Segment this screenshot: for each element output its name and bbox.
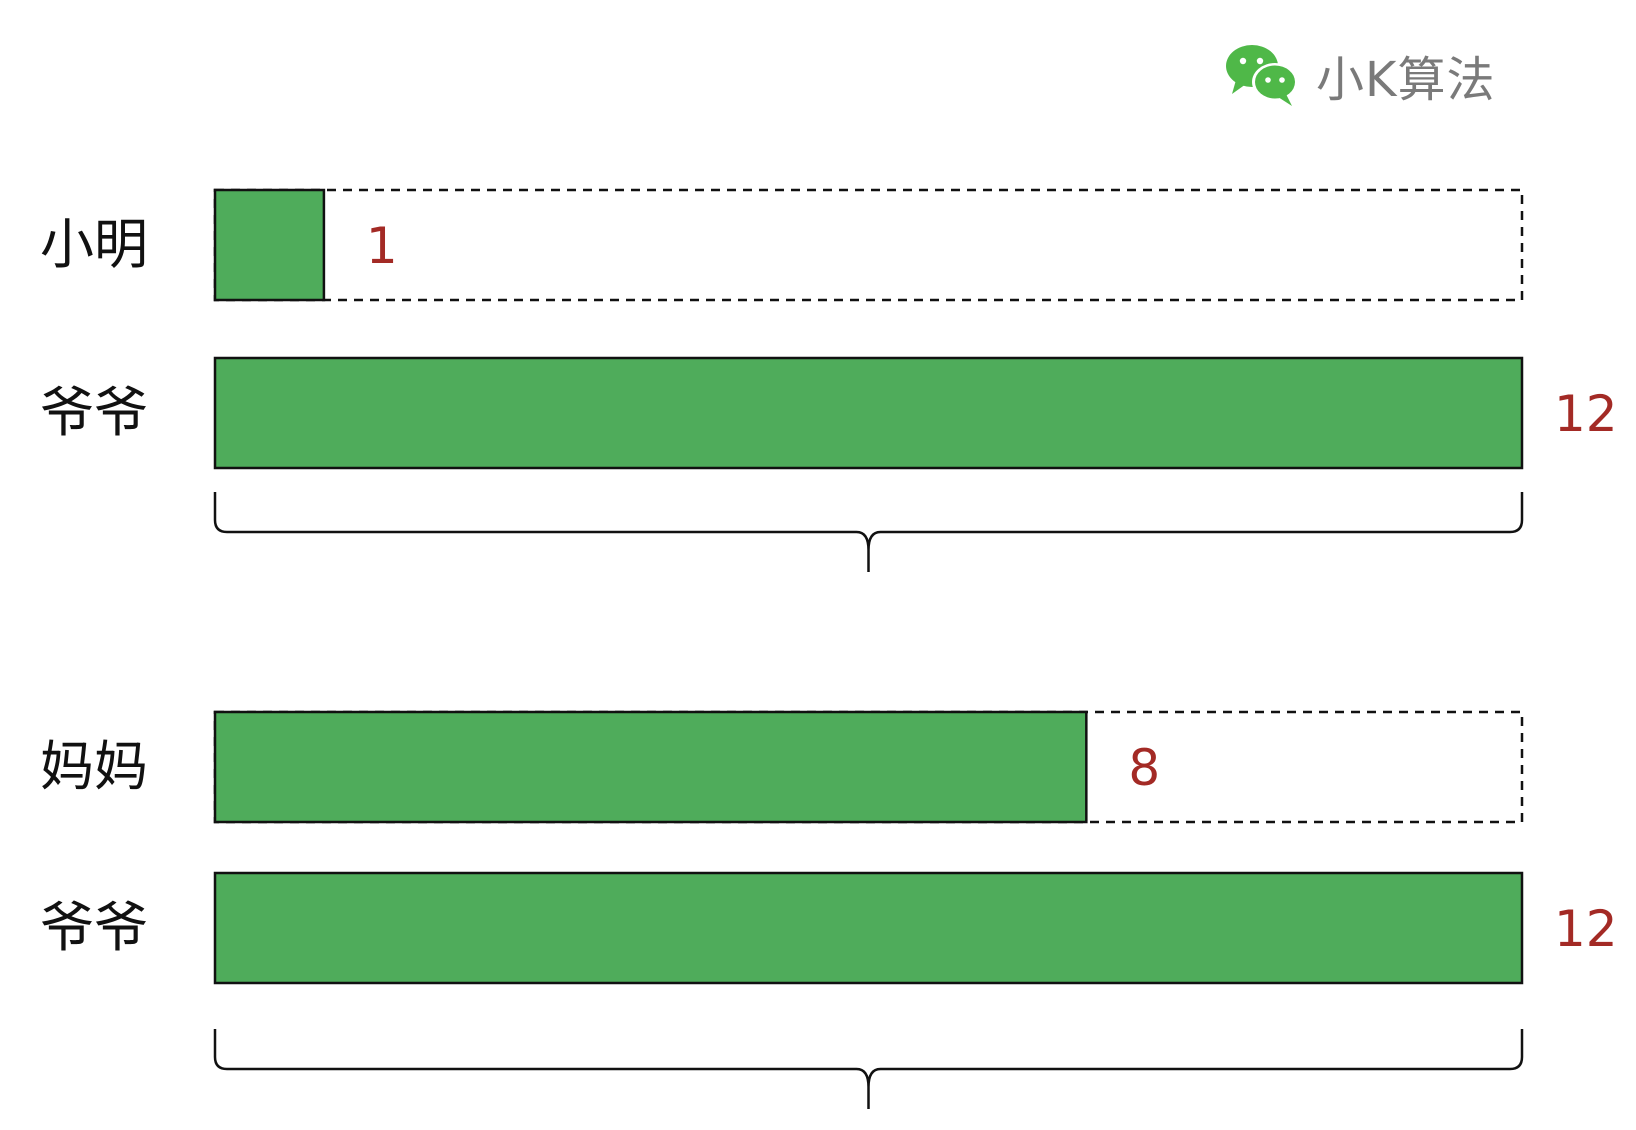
group-1-row-1-label: 小明 xyxy=(40,213,148,276)
group-2-row-1-bar xyxy=(213,710,1088,824)
group-1-row-1-value-label: 1 xyxy=(366,217,398,275)
brand-name: 小K算法 xyxy=(1316,52,1496,108)
group-2-row-2-bar xyxy=(213,871,1524,985)
group-1-row-2-value-label: 12 xyxy=(1554,385,1618,443)
group-2-row-2-value-label: 12 xyxy=(1554,900,1618,958)
group-1-row-1-capacity-outline xyxy=(213,188,1524,302)
group-1-row-2-bar xyxy=(213,356,1524,470)
group-2-brace xyxy=(213,1029,1524,1109)
group-1-row-2-label: 爷爷 xyxy=(40,381,148,444)
brand-logo: 小K算法 xyxy=(1222,40,1495,110)
wechat-icon xyxy=(1226,45,1298,106)
group-1-row-1-bar xyxy=(213,188,326,302)
group-2-row-1-value-label: 8 xyxy=(1128,739,1160,797)
group-2-row-2-label: 爷爷 xyxy=(40,896,148,959)
group-2-row-1-label: 妈妈 xyxy=(40,735,148,798)
group-1-brace xyxy=(213,492,1524,572)
